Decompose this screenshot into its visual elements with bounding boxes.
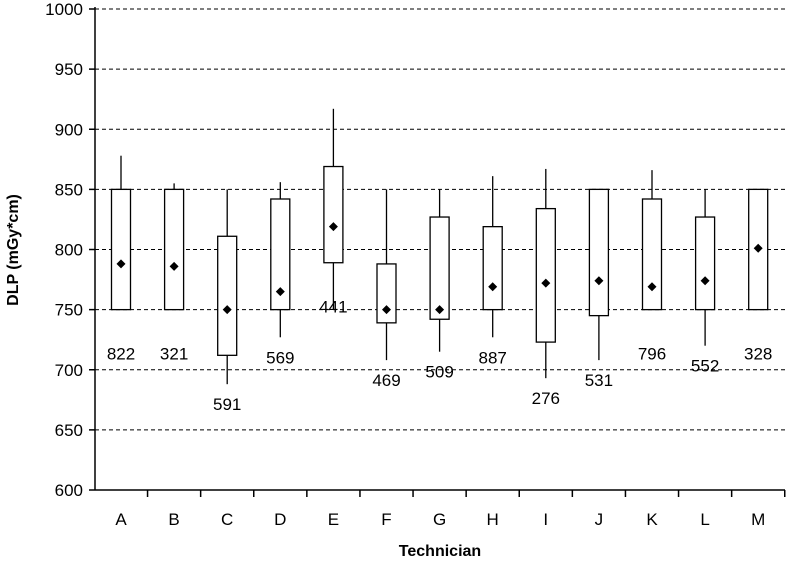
x-tick-label: C: [221, 510, 233, 529]
x-tick-label: K: [646, 510, 658, 529]
box: [482, 226, 503, 311]
mean-marker: [328, 222, 338, 232]
x-tick-label: L: [700, 510, 709, 529]
y-tick-label: 800: [55, 241, 83, 260]
box: [588, 188, 610, 317]
axes: [89, 7, 786, 497]
sample-count-label: 469: [372, 371, 400, 390]
mean-marker: [753, 243, 763, 253]
x-tick-label: M: [751, 510, 765, 529]
x-tick-label: E: [328, 510, 339, 529]
sample-count-label: 441: [319, 298, 347, 317]
sample-count-label: 887: [479, 348, 507, 367]
box: [429, 216, 450, 320]
x-tick-label: B: [168, 510, 179, 529]
sample-count-label: 276: [532, 389, 560, 408]
mean-marker: [222, 305, 232, 315]
mean-marker: [169, 261, 179, 271]
labels: 600 650 700 750 800 850 900 950 1000 A B C D E F G H I J K L…: [45, 0, 772, 529]
mean-marker: [647, 282, 657, 292]
box: [270, 198, 291, 311]
sample-count-label: 822: [107, 345, 135, 364]
sample-count-label: 531: [585, 371, 613, 390]
y-tick-label: 750: [55, 301, 83, 320]
mean-marker: [700, 276, 710, 286]
y-tick-label: 900: [55, 120, 83, 139]
box: [323, 165, 344, 264]
box: [694, 216, 716, 311]
x-tick-label: I: [543, 510, 548, 529]
y-tick-label: 950: [55, 60, 83, 79]
box: [163, 188, 185, 311]
box: [376, 263, 397, 324]
mean-marker: [382, 305, 391, 315]
x-tick-label: D: [274, 510, 286, 529]
y-tick-label: 700: [55, 361, 83, 380]
box: [217, 235, 238, 356]
x-tick-label: G: [433, 510, 446, 529]
sample-count-label: 321: [160, 345, 188, 364]
sample-count-label: 552: [691, 357, 719, 376]
mean-marker: [488, 282, 498, 292]
x-tick-label: A: [115, 510, 127, 529]
y-tick-label: 600: [55, 481, 83, 500]
y-axis-title: DLP (mGy*cm): [5, 194, 22, 306]
x-tick-label: F: [381, 510, 391, 529]
x-tick-label: J: [595, 510, 604, 529]
x-tick-label: H: [487, 510, 499, 529]
mean-marker: [541, 278, 551, 288]
sample-count-label: 591: [213, 395, 241, 414]
mean-marker: [116, 259, 126, 269]
sample-count-label: 569: [266, 348, 294, 367]
x-axis-title: Technician: [399, 543, 481, 560]
box: [641, 198, 663, 311]
sample-count-label: 796: [638, 345, 666, 364]
y-tick-label: 1000: [45, 0, 83, 19]
mean-marker: [594, 276, 604, 286]
y-tick-label: 850: [55, 180, 83, 199]
box: [535, 207, 556, 343]
boxes: [110, 108, 769, 385]
y-tick-label: 650: [55, 421, 83, 440]
box: [110, 188, 132, 311]
mean-marker: [435, 305, 445, 315]
sample-count-label: 509: [425, 363, 453, 382]
sample-count-label: 328: [744, 345, 772, 364]
mean-marker: [275, 287, 285, 297]
